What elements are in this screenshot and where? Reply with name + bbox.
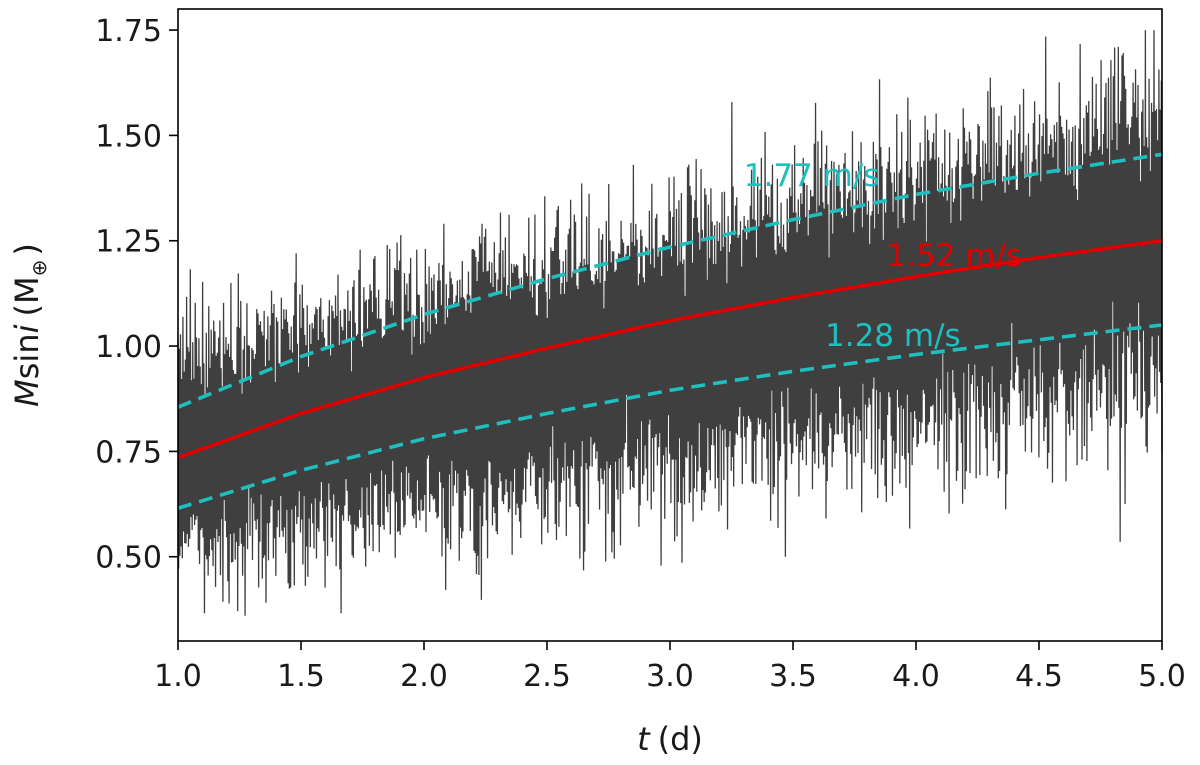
y-axis-label: Msini (M⊕): [8, 243, 51, 407]
y-tick-label: 0.75: [95, 435, 162, 470]
x-tick-label: 1.0: [154, 659, 202, 694]
y-axis-label-unit-close: ): [8, 243, 46, 255]
y-tick-label: 1.00: [95, 330, 162, 365]
series-line-2: [177, 323, 1163, 511]
y-tick-label: 0.50: [95, 541, 162, 576]
annotation-1: 1.52 m/s: [887, 238, 1023, 274]
x-axis-label-unit: (d): [658, 720, 703, 758]
y-tick-label: 1.50: [95, 119, 162, 154]
y-axis-label-mass: M: [8, 379, 46, 407]
x-tick-label: 1.5: [277, 659, 325, 694]
y-axis-label-sin: sin: [8, 333, 46, 379]
y-tick-label: 1.75: [95, 14, 162, 49]
trend-lines: [177, 152, 1163, 511]
x-tick-label: 4.5: [1015, 659, 1063, 694]
x-tick-label: 4.0: [892, 659, 940, 694]
x-axis-label: t (d): [637, 720, 703, 758]
line-annotations: 1.77 m/s 1.52 m/s 1.28 m/s: [744, 158, 1022, 354]
y-axis-label-earth-symbol: ⊕: [27, 260, 51, 277]
series-line-0: [177, 152, 1163, 409]
y-axis-label-unit-open: (M: [8, 276, 46, 316]
x-axis-ticks: 1.0 1.5 2.0 2.5 3.0 3.5 4.0 4.5 5.0: [154, 641, 1186, 694]
annotation-0: 1.77 m/s: [744, 158, 880, 194]
series-line-1: [177, 238, 1163, 460]
y-axis-ticks: 0.50 0.75 1.00 1.25 1.50 1.75: [95, 14, 178, 576]
x-tick-label: 2.5: [523, 659, 571, 694]
x-axis-label-variable: t: [637, 720, 651, 758]
noise-series-line: [177, 30, 1163, 616]
x-tick-label: 5.0: [1138, 659, 1186, 694]
annotation-2: 1.28 m/s: [825, 318, 961, 354]
noise-band: [177, 30, 1163, 616]
y-axis-label-inclination: i: [8, 324, 46, 333]
x-tick-label: 2.0: [400, 659, 448, 694]
x-tick-label: 3.0: [646, 659, 694, 694]
y-tick-label: 1.25: [95, 225, 162, 260]
x-tick-label: 3.5: [769, 659, 817, 694]
